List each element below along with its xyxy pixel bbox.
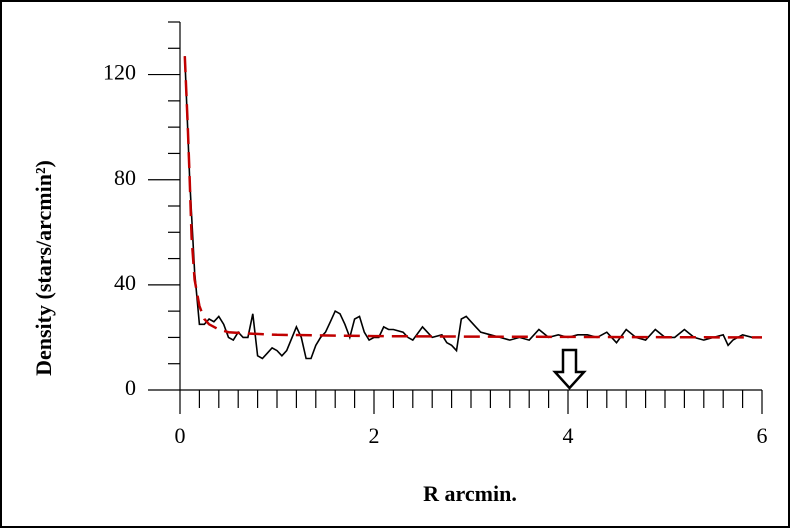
arrow-marker (552, 348, 587, 390)
x-tick-label: 4 (563, 423, 574, 448)
x-tick-label: 2 (369, 423, 380, 448)
y-tick-label: 120 (103, 60, 136, 85)
fit-line (183, 56, 763, 339)
y-tick-label: 0 (125, 375, 136, 400)
x-axis-title: R arcmin. (423, 481, 517, 506)
y-tick-label: 80 (114, 165, 136, 190)
y-axis-title: Density (stars/arcmin²) (31, 160, 56, 376)
x-tick-label: 0 (175, 423, 186, 448)
x-tick-label: 6 (757, 423, 768, 448)
y-tick-label: 40 (114, 270, 136, 295)
